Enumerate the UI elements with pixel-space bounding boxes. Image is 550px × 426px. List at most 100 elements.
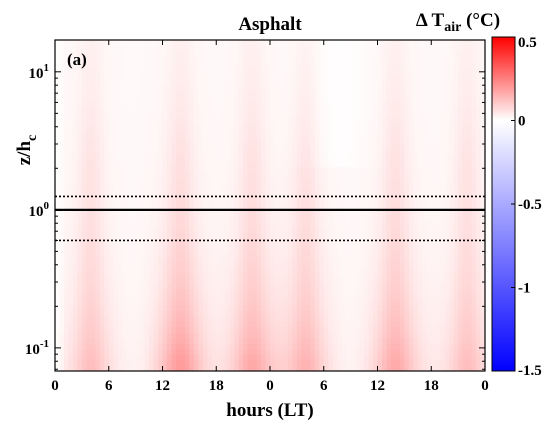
heatmap-cell — [166, 249, 173, 256]
heatmap-cell — [399, 95, 405, 102]
heatmap-cell — [211, 183, 217, 190]
heatmap-cell — [346, 255, 352, 262]
heatmap-cell — [171, 315, 177, 322]
heatmap-cell — [247, 211, 253, 218]
heatmap-cell — [332, 365, 338, 371]
heatmap-cell — [131, 150, 137, 157]
heatmap-cell — [377, 62, 383, 69]
heatmap-cell — [72, 266, 78, 273]
heatmap-cell — [126, 299, 132, 306]
heatmap-cell — [292, 78, 298, 85]
heatmap-cell — [377, 139, 383, 146]
heatmap-cell — [175, 288, 182, 295]
heatmap-cell — [381, 244, 388, 251]
heatmap-cell — [332, 249, 338, 256]
heatmap-cell — [274, 266, 280, 273]
heatmap-cell — [86, 155, 92, 162]
heatmap-cell — [337, 106, 343, 113]
heatmap-cell — [278, 282, 285, 289]
heatmap-cell — [68, 332, 74, 339]
heatmap-cell — [413, 172, 419, 179]
heatmap-cell — [413, 354, 419, 361]
heatmap-cell — [225, 78, 231, 85]
heatmap-cell — [390, 238, 397, 245]
heatmap-cell — [153, 233, 159, 240]
heatmap-cell — [252, 128, 258, 135]
heatmap-cell — [305, 67, 311, 74]
heatmap-cell — [207, 277, 213, 284]
heatmap-cell — [162, 299, 168, 306]
heatmap-cell — [243, 188, 249, 196]
heatmap-cell — [287, 304, 293, 311]
heatmap-cell — [261, 271, 267, 278]
heatmap-cell — [238, 227, 244, 234]
heatmap-cell — [59, 133, 65, 140]
heatmap-cell — [220, 150, 226, 157]
heatmap-cell — [323, 354, 329, 361]
heatmap-cell — [283, 255, 289, 262]
heatmap-cell — [99, 244, 105, 251]
heatmap-cell — [202, 238, 208, 245]
heatmap-cell — [283, 260, 289, 267]
heatmap-cell — [408, 133, 414, 140]
heatmap-cell — [314, 315, 320, 322]
heatmap-cell — [211, 100, 217, 107]
heatmap-cell — [323, 277, 329, 284]
heatmap-cell — [95, 155, 101, 162]
heatmap-cell — [261, 106, 267, 113]
heatmap-cell — [198, 73, 204, 80]
heatmap-cell — [108, 166, 114, 173]
heatmap-cell — [153, 359, 159, 367]
heatmap-cell — [158, 56, 164, 63]
heatmap-cell — [126, 266, 132, 273]
heatmap-cell — [180, 238, 186, 245]
heatmap-cell — [328, 205, 334, 212]
heatmap-cell — [337, 211, 343, 218]
heatmap-cell — [63, 244, 70, 251]
heatmap-cell — [292, 304, 298, 311]
heatmap-cell — [373, 106, 379, 113]
heatmap-cell — [377, 288, 383, 295]
heatmap-cell — [180, 211, 186, 218]
heatmap-cell — [68, 238, 74, 245]
heatmap-cell — [328, 343, 334, 350]
heatmap-cell — [175, 238, 182, 245]
heatmap-cell — [99, 271, 105, 278]
heatmap-cell — [184, 106, 190, 113]
heatmap-cell — [296, 244, 302, 251]
heatmap-cell — [68, 161, 74, 168]
heatmap-cell — [314, 310, 320, 317]
heatmap-cell — [104, 304, 110, 311]
heatmap-cell — [252, 348, 258, 356]
heatmap-cell — [122, 266, 128, 273]
heatmap-cell — [104, 266, 110, 273]
heatmap-cell — [270, 282, 276, 289]
heatmap-cell — [381, 315, 388, 322]
heatmap-cell — [140, 299, 146, 306]
heatmap-cell — [126, 211, 132, 218]
heatmap-cell — [310, 282, 316, 289]
heatmap-cell — [153, 161, 159, 168]
heatmap-cell — [90, 100, 96, 107]
heatmap-cell — [265, 106, 271, 113]
heatmap-cell — [117, 222, 123, 229]
heatmap-cell — [373, 144, 379, 151]
heatmap-cell — [225, 84, 231, 91]
heatmap-cell — [131, 238, 137, 245]
heatmap-cell — [131, 315, 137, 322]
heatmap-cell — [59, 62, 65, 69]
heatmap-cell — [310, 122, 316, 129]
heatmap-cell — [211, 238, 217, 245]
heatmap-cell — [108, 354, 114, 361]
heatmap-cell — [225, 326, 231, 333]
heatmap-cell — [117, 122, 123, 129]
heatmap-cell — [314, 45, 320, 52]
heatmap-cell — [63, 155, 70, 162]
heatmap-cell — [417, 84, 423, 91]
heatmap-cell — [368, 277, 374, 284]
heatmap-cell — [171, 78, 177, 85]
heatmap-cell — [319, 348, 325, 356]
heatmap-cell — [202, 282, 208, 289]
heatmap-cell — [247, 249, 253, 256]
heatmap-cell — [90, 205, 96, 212]
